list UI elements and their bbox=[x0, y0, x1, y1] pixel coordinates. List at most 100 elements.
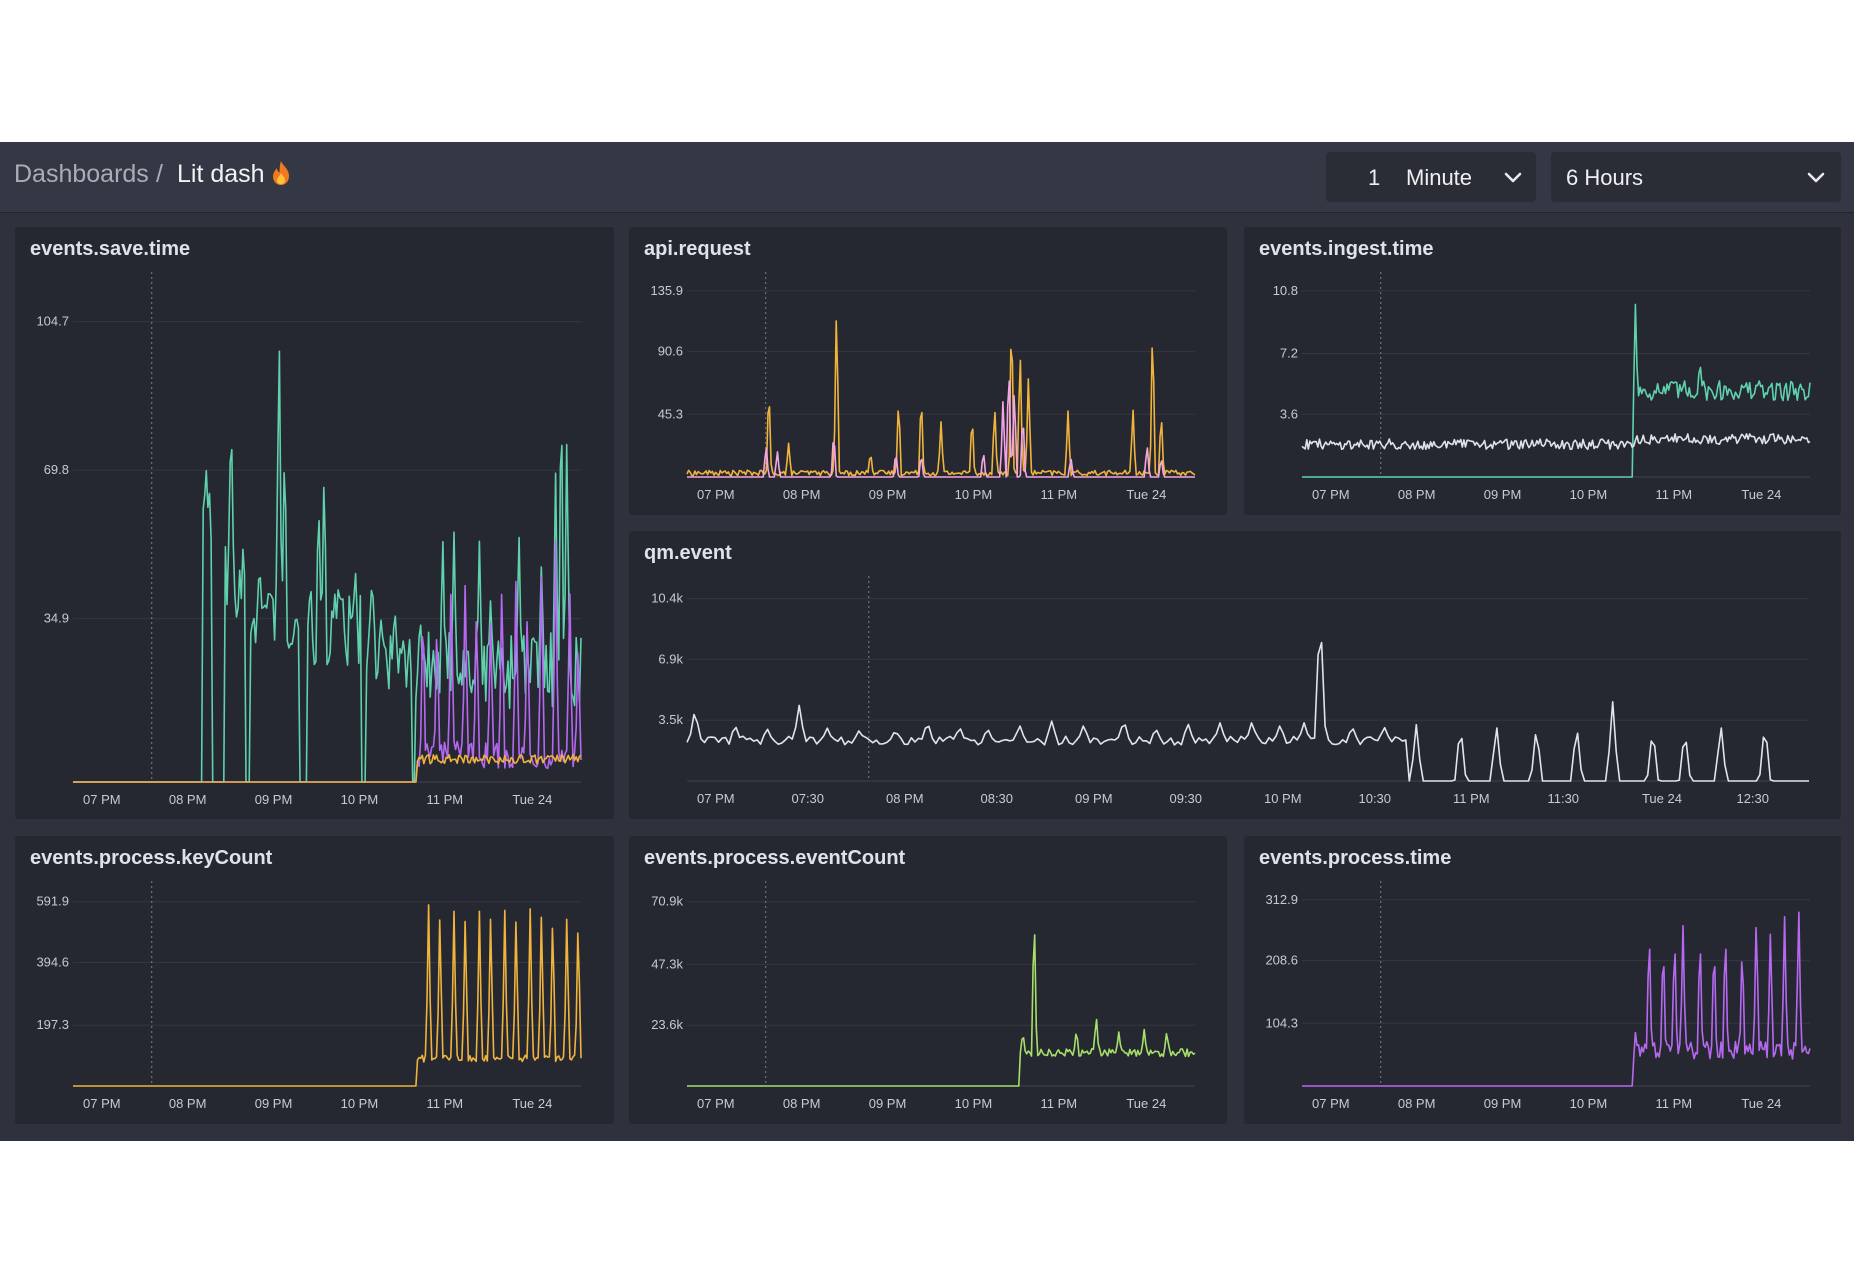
time-range-value: 6 Hours bbox=[1566, 165, 1644, 190]
chart-panel-api-request[interactable]: api.request 135.9 90.6 45.3 07 PM 08 PM 09 PM… bbox=[629, 227, 1227, 515]
interval-value: 1 bbox=[1368, 165, 1381, 190]
chart-panel-qm-event[interactable]: qm.event 10.4k 6.9k 3.5k 07 PM 07:30 08 PM 08:… bbox=[629, 531, 1841, 819]
chart-canvas: 312.9 208.6 104.3 07 PM 08 PM 09 PM 10 PM 11 PM… bbox=[1265, 881, 1811, 1111]
x-tick-label: Tue 24 bbox=[1642, 791, 1682, 806]
x-tick-label: 11:30 bbox=[1547, 791, 1579, 806]
x-tick-label: 10:30 bbox=[1358, 791, 1391, 806]
chart-canvas: 104.7 69.8 34.9 07 PM 08 PM 09 PM 10 PM 11 PM Tu… bbox=[36, 272, 582, 807]
chevron-down-icon bbox=[1807, 172, 1825, 183]
series-line bbox=[686, 320, 1196, 477]
x-tick-label: 10 PM bbox=[955, 487, 993, 502]
panel-title: events.process.eventCount bbox=[644, 847, 906, 869]
x-tick-label: Tue 24 bbox=[1741, 487, 1781, 502]
y-tick-label: 10.4k bbox=[651, 591, 683, 606]
x-tick-label: 07 PM bbox=[83, 792, 121, 807]
panel-title: events.ingest.time bbox=[1259, 238, 1434, 260]
y-tick-label: 135.9 bbox=[650, 283, 683, 298]
series-line bbox=[73, 754, 582, 783]
y-tick-label: 104.3 bbox=[1265, 1015, 1298, 1030]
x-tick-label: 12:30 bbox=[1736, 791, 1769, 806]
y-tick-label: 104.7 bbox=[36, 314, 69, 329]
x-tick-label: Tue 24 bbox=[512, 1096, 552, 1111]
series-line bbox=[686, 641, 1809, 782]
chart-canvas: 10.8 7.2 3.6 07 PM 08 PM 09 PM 10 PM 11 PM Tue 2… bbox=[1273, 272, 1811, 502]
x-tick-label: 11 PM bbox=[1040, 1096, 1077, 1111]
x-tick-label: 08 PM bbox=[886, 791, 924, 806]
y-tick-label: 45.3 bbox=[658, 406, 683, 421]
chart-canvas: 135.9 90.6 45.3 07 PM 08 PM 09 PM 10 PM 11 PM Tu… bbox=[650, 272, 1196, 502]
dashboard-header: Dashboards / Lit dash 1 Minute 6 Hours bbox=[0, 142, 1854, 213]
y-tick-label: 312.9 bbox=[1265, 892, 1298, 907]
chart-panel-events-ingest-time[interactable]: events.ingest.time 10.8 7.2 3.6 07 PM 08 PM 0… bbox=[1244, 227, 1841, 515]
chevron-down-icon bbox=[1504, 172, 1522, 183]
dashboard-title: Lit dash bbox=[177, 160, 265, 188]
x-tick-label: Tue 24 bbox=[512, 792, 552, 807]
y-tick-label: 10.8 bbox=[1273, 283, 1298, 298]
chart-canvas: 10.4k 6.9k 3.5k 07 PM 07:30 08 PM 08:30 09 PM 09… bbox=[651, 576, 1809, 806]
chart-panel-events-save-time[interactable]: events.save.time 104.7 69.8 34.9 07 PM 08 PM… bbox=[15, 227, 614, 819]
panel-title: events.save.time bbox=[30, 238, 191, 260]
x-tick-label: 07 PM bbox=[697, 1096, 735, 1111]
x-tick-label: 08 PM bbox=[169, 792, 207, 807]
chart-panel-events-process-eventcount[interactable]: events.process.eventCount 70.9k 47.3k 23.6… bbox=[629, 836, 1227, 1124]
y-tick-label: 6.9k bbox=[658, 651, 683, 666]
x-tick-label: 10 PM bbox=[1264, 791, 1302, 806]
panel-title: qm.event bbox=[644, 542, 732, 564]
x-tick-label: 09 PM bbox=[1075, 791, 1113, 806]
x-tick-label: 11 PM bbox=[1453, 791, 1490, 806]
x-tick-label: Tue 24 bbox=[1741, 1096, 1781, 1111]
panel-title: events.process.keyCount bbox=[30, 847, 273, 869]
panel-title: events.process.time bbox=[1259, 847, 1452, 869]
x-tick-label: 08 PM bbox=[1398, 487, 1436, 502]
y-tick-label: 197.3 bbox=[36, 1017, 69, 1032]
x-tick-label: 09 PM bbox=[255, 792, 293, 807]
y-tick-label: 3.6 bbox=[1280, 406, 1298, 421]
x-tick-label: 07 PM bbox=[697, 487, 735, 502]
series-line bbox=[687, 934, 1196, 1087]
x-tick-label: 11 PM bbox=[426, 792, 463, 807]
x-tick-label: 07 PM bbox=[83, 1096, 121, 1111]
breadcrumb-dashboards-link[interactable]: Dashboards bbox=[14, 160, 149, 188]
y-tick-label: 208.6 bbox=[1265, 953, 1298, 968]
x-tick-label: 09:30 bbox=[1169, 791, 1202, 806]
x-tick-label: 09 PM bbox=[255, 1096, 293, 1111]
series-line bbox=[1302, 911, 1811, 1087]
x-tick-label: 10 PM bbox=[1570, 487, 1608, 502]
y-tick-label: 23.6k bbox=[651, 1017, 683, 1032]
x-tick-label: 09 PM bbox=[869, 487, 907, 502]
x-tick-label: 11 PM bbox=[426, 1096, 463, 1111]
y-tick-label: 591.9 bbox=[36, 894, 69, 909]
fire-icon bbox=[273, 161, 289, 185]
chart-panel-events-process-keycount[interactable]: events.process.keyCount 591.9 394.6 197.3 0… bbox=[15, 836, 614, 1124]
interval-select[interactable]: 1 Minute bbox=[1326, 152, 1536, 202]
x-tick-label: 10 PM bbox=[341, 792, 379, 807]
x-tick-label: 08 PM bbox=[169, 1096, 207, 1111]
y-tick-label: 34.9 bbox=[44, 611, 69, 626]
x-tick-label: 08 PM bbox=[783, 487, 821, 502]
x-tick-label: 07 PM bbox=[697, 791, 735, 806]
y-tick-label: 47.3k bbox=[651, 956, 683, 971]
y-tick-label: 7.2 bbox=[1280, 346, 1298, 361]
time-range-select[interactable]: 6 Hours bbox=[1551, 152, 1841, 202]
breadcrumb-separator: / bbox=[156, 160, 163, 188]
x-tick-label: Tue 24 bbox=[1126, 487, 1166, 502]
x-tick-label: 09 PM bbox=[1484, 487, 1522, 502]
x-tick-label: 07:30 bbox=[791, 791, 824, 806]
x-tick-label: 10 PM bbox=[1570, 1096, 1608, 1111]
x-tick-label: 08 PM bbox=[783, 1096, 821, 1111]
chart-canvas: 70.9k 47.3k 23.6k 07 PM 08 PM 09 PM 10 PM 11 PM… bbox=[651, 881, 1196, 1111]
series-line bbox=[687, 380, 1195, 478]
x-tick-label: 10 PM bbox=[955, 1096, 993, 1111]
x-tick-label: Tue 24 bbox=[1126, 1096, 1166, 1111]
chart-canvas: 591.9 394.6 197.3 07 PM 08 PM 09 PM 10 PM 11 PM… bbox=[36, 881, 582, 1111]
panel-title: api.request bbox=[644, 238, 751, 260]
series-line bbox=[1302, 303, 1811, 478]
y-tick-label: 90.6 bbox=[658, 344, 683, 359]
series-line bbox=[1301, 433, 1811, 451]
y-tick-label: 70.9k bbox=[651, 894, 683, 909]
series-line bbox=[73, 904, 582, 1087]
x-tick-label: 11 PM bbox=[1655, 487, 1692, 502]
chart-panel-events-process-time[interactable]: events.process.time 312.9 208.6 104.3 07 PM… bbox=[1244, 836, 1841, 1124]
x-tick-label: 11 PM bbox=[1040, 487, 1077, 502]
x-tick-label: 07 PM bbox=[1312, 487, 1350, 502]
